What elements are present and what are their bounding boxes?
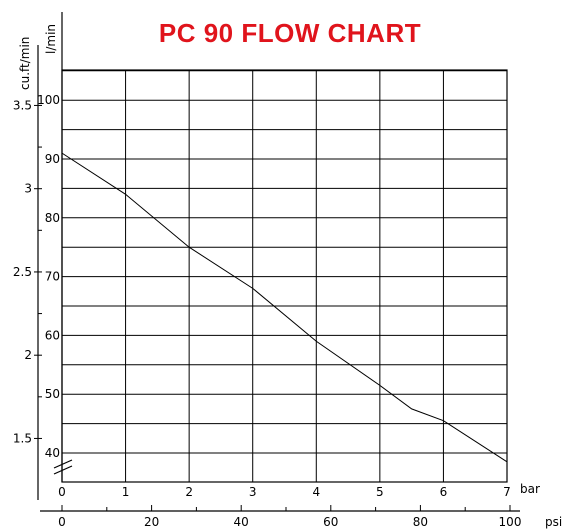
bar-tick-label: 7	[503, 485, 511, 499]
cfm-tick-label: 2.5	[13, 265, 32, 279]
cfm-tick-label: 2	[24, 348, 32, 362]
bar-unit-label: bar	[520, 482, 540, 496]
lpm-tick-label: 40	[45, 446, 60, 460]
bar-tick-label: 2	[185, 485, 193, 499]
cfm-tick-label: 3	[24, 182, 32, 196]
bar-tick-label: 4	[312, 485, 320, 499]
series-group	[61, 152, 508, 463]
psi-tick-label: 20	[144, 515, 159, 529]
psi-tick-label: 60	[323, 515, 338, 529]
psi-tick-label: 80	[413, 515, 428, 529]
lpm-tick-label: 100	[37, 93, 60, 107]
lpm-tick-label: 80	[45, 211, 60, 225]
bar-tick-label: 6	[440, 485, 448, 499]
grid	[62, 70, 507, 482]
lpm-tick-label: 90	[45, 152, 60, 166]
cfm-tick-label: 1.5	[13, 431, 32, 445]
lpm-unit-label: l/min	[44, 24, 58, 54]
axis-break-mark	[53, 465, 73, 475]
psi-unit-label: psi	[545, 515, 562, 529]
psi-tick-label: 40	[234, 515, 249, 529]
chart-title: PC 90 FLOW CHART	[158, 18, 422, 48]
axes-group: 405060708090100l/min1.522.533.5cu.ft/min…	[13, 12, 562, 529]
bar-tick-label: 1	[122, 485, 130, 499]
bar-tick-label: 3	[249, 485, 257, 499]
lpm-tick-label: 70	[45, 270, 60, 284]
plot-border	[61, 69, 508, 483]
lpm-tick-label: 60	[45, 328, 60, 342]
flow-curve	[61, 152, 508, 463]
plot-frame	[61, 69, 508, 483]
cfm-tick-label: 3.5	[13, 98, 32, 112]
cfm-unit-label: cu.ft/min	[18, 37, 32, 90]
psi-tick-label: 0	[58, 515, 66, 529]
bar-tick-label: 5	[376, 485, 384, 499]
lpm-tick-label: 50	[45, 387, 60, 401]
axis-break-mark	[53, 459, 73, 469]
bar-tick-label: 0	[58, 485, 66, 499]
psi-tick-label: 100	[499, 515, 522, 529]
